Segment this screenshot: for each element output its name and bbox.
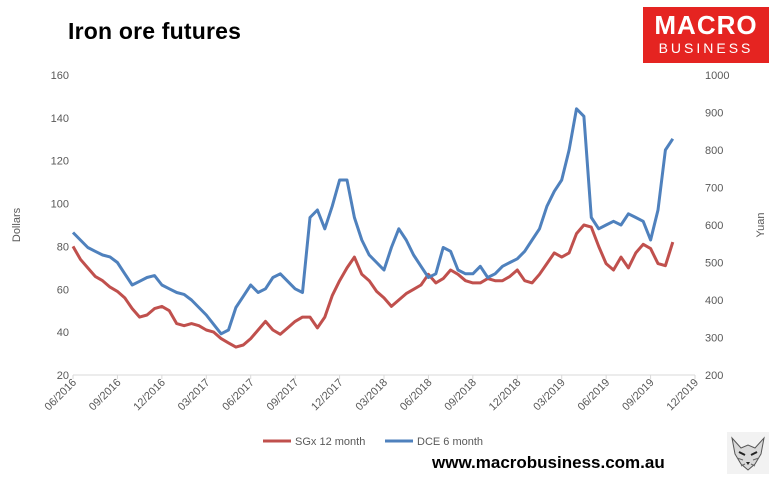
y-right-tick-label: 300 [705,333,723,345]
x-tick-label: 09/2018 [442,377,479,414]
x-tick-label: 06/2018 [398,377,435,414]
website-url: www.macrobusiness.com.au [432,453,665,472]
x-tick-label: 06/2017 [220,377,257,414]
x-tick-label: 03/2018 [354,377,391,414]
y-right-tick-label: 700 [705,183,723,195]
fox-logo-icon [727,432,769,474]
y-left-tick-label: 20 [57,370,69,382]
series-line-dce [71,107,675,336]
x-tick-label: 06/2019 [576,377,613,414]
legend-label-sgx: SGx 12 month [295,436,365,448]
macrobusiness-logo: MACRO BUSINESS [643,7,769,63]
chart-title: Iron ore futures [68,18,242,44]
y-left-tick-label: 40 [57,327,69,339]
y-right-tick-label: 1000 [705,70,729,82]
plot-area: 20 40 60 80 100 120 140 160 200 300 400 500 600 700 80… [11,70,767,413]
y-left-tick-label: 80 [57,241,69,253]
x-tick-label: 09/2017 [265,377,302,414]
y-left-tick-label: 120 [51,156,69,168]
y-left-tick-label: 60 [57,284,69,296]
y-right-tick-label: 800 [705,145,723,157]
y-right-tick-label: 600 [705,220,723,232]
x-tick-label: 09/2016 [87,377,124,414]
y-right-tick-label: 900 [705,108,723,120]
y-right-tick-label: 500 [705,258,723,270]
y-left-tick-label: 160 [51,70,69,82]
y-left-axis-label: Dollars [11,207,23,242]
legend-label-dce: DCE 6 month [417,436,483,448]
y-right-axis-label: Yuan [755,212,767,237]
x-tick-label: 12/2019 [665,377,702,414]
logo-line-2: BUSINESS [658,40,754,56]
y-right-tick-label: 200 [705,370,723,382]
logo-line-1: MACRO [654,10,758,40]
x-tick-label: 03/2017 [176,377,213,414]
x-tick-label: 03/2019 [531,377,568,414]
x-tick-label: 12/2016 [131,377,168,414]
chart-legend: SGx 12 month DCE 6 month [263,436,483,448]
x-tick-label: 09/2019 [620,377,657,414]
x-tick-label: 12/2018 [487,377,524,414]
y-left-tick-label: 100 [51,199,69,211]
x-tick-label: 06/2016 [43,377,80,414]
x-tick-label: 12/2017 [309,377,346,414]
y-right-tick-label: 400 [705,295,723,307]
y-left-tick-label: 140 [51,113,69,125]
series-line-sgx [71,223,675,349]
